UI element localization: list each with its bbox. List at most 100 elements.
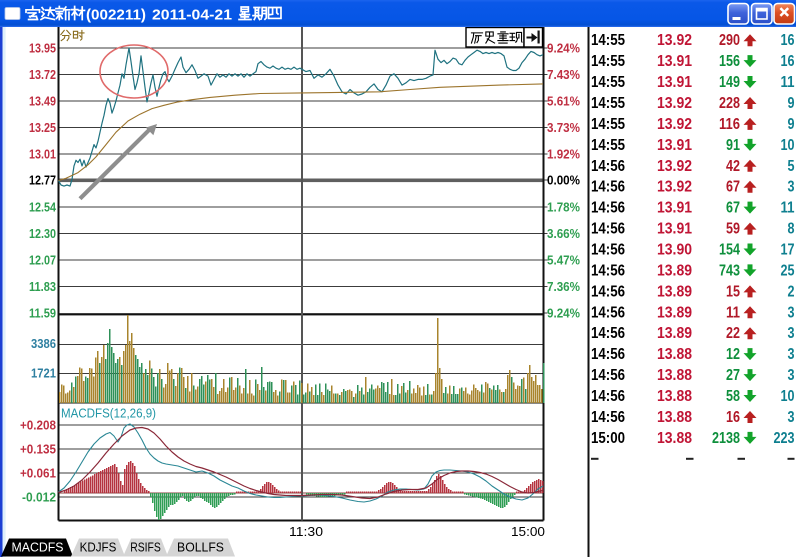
svg-text:228: 228 <box>719 95 740 112</box>
svg-text:15:00: 15:00 <box>591 430 625 447</box>
svg-text:3: 3 <box>788 304 795 321</box>
svg-text:11: 11 <box>781 74 795 91</box>
svg-text:14:55: 14:55 <box>591 137 625 154</box>
svg-text:2138: 2138 <box>712 430 740 447</box>
svg-text:13.91: 13.91 <box>657 53 692 70</box>
svg-text:KDJFS: KDJFS <box>80 541 117 555</box>
svg-text:17: 17 <box>781 242 795 259</box>
svg-text:59: 59 <box>726 221 740 238</box>
svg-text:1721: 1721 <box>31 367 56 381</box>
svg-text:14:55: 14:55 <box>591 74 625 91</box>
svg-text:67: 67 <box>726 200 740 217</box>
svg-text:14:56: 14:56 <box>591 388 625 405</box>
svg-text:13.89: 13.89 <box>657 325 692 342</box>
svg-text:5.47%: 5.47% <box>547 254 580 268</box>
svg-text:8: 8 <box>788 221 795 238</box>
svg-text:MACDFS: MACDFS <box>12 541 64 555</box>
svg-text:1.78%: 1.78% <box>547 201 580 215</box>
svg-text:67: 67 <box>726 179 740 196</box>
svg-text:11:30: 11:30 <box>289 524 323 539</box>
svg-text:-0.012: -0.012 <box>22 491 56 505</box>
svg-text:15:00: 15:00 <box>511 524 545 539</box>
svg-text:13.89: 13.89 <box>657 304 692 321</box>
svg-text:5: 5 <box>788 158 795 175</box>
svg-text:290: 290 <box>719 32 740 49</box>
svg-text:7.36%: 7.36% <box>547 280 580 294</box>
svg-text:13.91: 13.91 <box>657 221 692 238</box>
svg-text:MACDFS(12,26,9): MACDFS(12,26,9) <box>61 407 156 421</box>
svg-text:13.01: 13.01 <box>29 148 56 162</box>
svg-text:11: 11 <box>726 304 740 321</box>
svg-text:116: 116 <box>719 116 740 133</box>
svg-text:91: 91 <box>726 137 740 154</box>
svg-text:+0.208: +0.208 <box>20 419 56 433</box>
svg-text:13.72: 13.72 <box>29 68 56 82</box>
svg-text:7.43%: 7.43% <box>547 68 580 82</box>
svg-text:11: 11 <box>781 200 795 217</box>
svg-text:(002211): (002211) <box>86 7 146 24</box>
svg-text:10: 10 <box>781 388 795 405</box>
svg-text:14:56: 14:56 <box>591 304 625 321</box>
svg-text:2011-04-21: 2011-04-21 <box>152 7 232 24</box>
svg-text:12.54: 12.54 <box>29 201 56 215</box>
svg-text:+0.135: +0.135 <box>20 443 56 457</box>
svg-text:11.59: 11.59 <box>29 307 56 321</box>
svg-text:154: 154 <box>719 242 740 259</box>
svg-text:+0.061: +0.061 <box>20 467 56 481</box>
svg-text:13.88: 13.88 <box>657 388 692 405</box>
svg-text:9.24%: 9.24% <box>547 307 580 321</box>
svg-text:14:55: 14:55 <box>591 32 625 49</box>
svg-text:13.92: 13.92 <box>657 179 692 196</box>
svg-text:14:56: 14:56 <box>591 283 625 300</box>
svg-text:14:56: 14:56 <box>591 242 625 259</box>
svg-text:14:55: 14:55 <box>591 95 625 112</box>
svg-text:13.90: 13.90 <box>657 242 692 259</box>
svg-text:149: 149 <box>719 74 740 91</box>
svg-text:12.07: 12.07 <box>29 254 56 268</box>
svg-text:13.91: 13.91 <box>657 137 692 154</box>
svg-text:3.66%: 3.66% <box>547 227 580 241</box>
svg-text:13.91: 13.91 <box>657 74 692 91</box>
svg-text:13.92: 13.92 <box>657 116 692 133</box>
svg-text:14:55: 14:55 <box>591 53 625 70</box>
svg-text:13.25: 13.25 <box>29 121 56 135</box>
svg-text:13.89: 13.89 <box>657 262 692 279</box>
svg-text:22: 22 <box>726 325 740 342</box>
svg-text:13.88: 13.88 <box>657 367 692 384</box>
svg-text:3386: 3386 <box>31 337 56 351</box>
svg-text:11.83: 11.83 <box>29 280 56 294</box>
svg-text:25: 25 <box>781 262 795 279</box>
svg-text:9.24%: 9.24% <box>547 42 580 56</box>
svg-text:14:56: 14:56 <box>591 262 625 279</box>
svg-text:16: 16 <box>781 53 795 70</box>
svg-text:14:56: 14:56 <box>591 346 625 363</box>
svg-text:16: 16 <box>726 409 740 426</box>
svg-text:12: 12 <box>726 346 740 363</box>
svg-text:13.89: 13.89 <box>657 283 692 300</box>
svg-text:BOLLFS: BOLLFS <box>177 541 224 555</box>
svg-text:13.92: 13.92 <box>657 158 692 175</box>
svg-text:13.92: 13.92 <box>657 32 692 49</box>
svg-text:13.88: 13.88 <box>657 409 692 426</box>
svg-text:13.49: 13.49 <box>29 95 56 109</box>
svg-text:14:56: 14:56 <box>591 367 625 384</box>
svg-text:14:55: 14:55 <box>591 116 625 133</box>
svg-text:223: 223 <box>774 430 795 447</box>
svg-text:743: 743 <box>719 262 740 279</box>
svg-text:9: 9 <box>788 116 795 133</box>
svg-text:13.88: 13.88 <box>657 346 692 363</box>
svg-text:13.91: 13.91 <box>657 200 692 217</box>
svg-text:14:56: 14:56 <box>591 179 625 196</box>
svg-text:3.73%: 3.73% <box>547 121 580 135</box>
svg-text:14:56: 14:56 <box>591 158 625 175</box>
svg-text:3: 3 <box>788 325 795 342</box>
svg-text:1.92%: 1.92% <box>547 148 580 162</box>
svg-text:14:56: 14:56 <box>591 325 625 342</box>
svg-text:14:56: 14:56 <box>591 200 625 217</box>
svg-text:58: 58 <box>726 388 740 405</box>
svg-text:13.95: 13.95 <box>29 42 56 56</box>
svg-text:5.61%: 5.61% <box>547 95 580 109</box>
svg-text:16: 16 <box>781 32 795 49</box>
svg-text:14:56: 14:56 <box>591 221 625 238</box>
svg-text:12.77: 12.77 <box>29 174 56 188</box>
